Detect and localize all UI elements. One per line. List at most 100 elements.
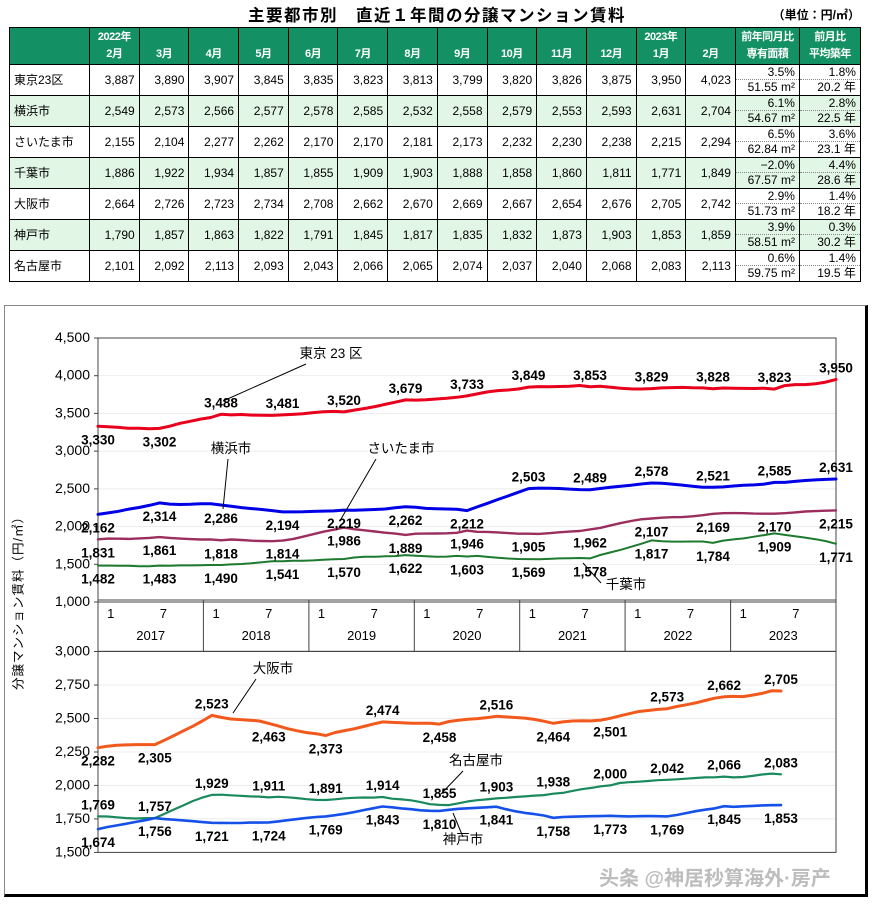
svg-text:1,817: 1,817 xyxy=(635,546,669,561)
svg-text:2,705: 2,705 xyxy=(764,672,798,687)
svg-text:1,622: 1,622 xyxy=(389,561,423,576)
svg-text:1,861: 1,861 xyxy=(143,543,177,558)
svg-text:1,773: 1,773 xyxy=(593,822,627,837)
svg-text:1,758: 1,758 xyxy=(536,824,570,839)
svg-text:7: 7 xyxy=(581,606,588,621)
svg-text:1,962: 1,962 xyxy=(573,535,607,550)
svg-text:2,662: 2,662 xyxy=(707,678,741,693)
svg-text:大阪市: 大阪市 xyxy=(253,661,294,676)
svg-text:1: 1 xyxy=(529,606,536,621)
svg-text:2,585: 2,585 xyxy=(758,463,792,478)
svg-text:2,458: 2,458 xyxy=(423,730,457,745)
svg-text:2,521: 2,521 xyxy=(696,468,730,483)
svg-text:2023: 2023 xyxy=(769,628,798,643)
svg-text:7: 7 xyxy=(160,606,167,621)
svg-text:2021: 2021 xyxy=(558,628,587,643)
svg-text:1,891: 1,891 xyxy=(309,781,343,796)
svg-text:2,489: 2,489 xyxy=(573,471,607,486)
svg-text:2,750: 2,750 xyxy=(55,676,90,692)
svg-text:2,042: 2,042 xyxy=(650,761,684,776)
svg-text:1,771: 1,771 xyxy=(819,550,853,565)
svg-text:1,818: 1,818 xyxy=(204,546,238,561)
svg-text:1,000: 1,000 xyxy=(55,593,90,609)
svg-text:3,828: 3,828 xyxy=(696,370,730,385)
svg-text:3,000: 3,000 xyxy=(55,643,90,659)
svg-text:さいたま市: さいたま市 xyxy=(367,441,434,456)
svg-text:2,373: 2,373 xyxy=(309,742,343,757)
svg-text:3,950: 3,950 xyxy=(819,361,853,376)
svg-text:1,674: 1,674 xyxy=(81,835,115,850)
svg-text:2,083: 2,083 xyxy=(764,755,798,770)
svg-text:1,757: 1,757 xyxy=(138,799,172,814)
svg-text:2,578: 2,578 xyxy=(635,464,669,479)
svg-text:2,516: 2,516 xyxy=(480,697,514,712)
svg-text:名古屋市: 名古屋市 xyxy=(449,753,503,768)
svg-text:头条 @神居秒算海外·房产: 头条 @神居秒算海外·房产 xyxy=(599,867,831,890)
svg-text:2018: 2018 xyxy=(242,628,271,643)
svg-text:1,810: 1,810 xyxy=(423,817,457,832)
svg-text:東京 23 区: 東京 23 区 xyxy=(299,346,362,361)
svg-text:1,903: 1,903 xyxy=(480,779,514,794)
svg-text:2,000: 2,000 xyxy=(593,766,627,781)
svg-text:2,500: 2,500 xyxy=(55,480,90,496)
svg-text:1,831: 1,831 xyxy=(81,545,115,560)
svg-text:3,823: 3,823 xyxy=(758,370,792,385)
svg-text:2,000: 2,000 xyxy=(55,776,90,792)
svg-text:7: 7 xyxy=(265,606,272,621)
svg-text:1,482: 1,482 xyxy=(81,572,115,587)
svg-text:7: 7 xyxy=(687,606,694,621)
svg-text:1: 1 xyxy=(212,606,219,621)
svg-text:2,169: 2,169 xyxy=(696,520,730,535)
svg-text:3,500: 3,500 xyxy=(55,404,90,420)
svg-text:1,843: 1,843 xyxy=(366,813,400,828)
svg-text:7: 7 xyxy=(371,606,378,621)
svg-text:3,849: 3,849 xyxy=(512,368,546,383)
svg-text:1,986: 1,986 xyxy=(327,534,361,549)
svg-text:1,569: 1,569 xyxy=(512,565,546,580)
svg-text:1,946: 1,946 xyxy=(450,537,484,552)
svg-text:1,603: 1,603 xyxy=(450,563,484,578)
svg-text:1,769: 1,769 xyxy=(309,822,343,837)
svg-text:1,853: 1,853 xyxy=(764,811,798,826)
svg-text:1,855: 1,855 xyxy=(423,786,457,801)
svg-text:2,170: 2,170 xyxy=(758,520,792,535)
svg-text:7: 7 xyxy=(476,606,483,621)
svg-text:2,474: 2,474 xyxy=(366,703,400,718)
svg-text:横浜市: 横浜市 xyxy=(211,441,252,456)
svg-text:1,911: 1,911 xyxy=(252,778,286,793)
svg-text:1,570: 1,570 xyxy=(327,565,361,580)
svg-text:3,520: 3,520 xyxy=(327,393,361,408)
svg-text:2019: 2019 xyxy=(347,628,376,643)
svg-text:2,631: 2,631 xyxy=(819,460,853,475)
svg-text:4,000: 4,000 xyxy=(55,367,90,383)
svg-text:2,219: 2,219 xyxy=(327,516,361,531)
svg-text:3,679: 3,679 xyxy=(389,381,423,396)
svg-text:3,829: 3,829 xyxy=(635,370,669,385)
svg-text:3,330: 3,330 xyxy=(81,432,115,447)
svg-text:3,853: 3,853 xyxy=(573,368,607,383)
svg-text:2,107: 2,107 xyxy=(635,525,669,540)
svg-text:2020: 2020 xyxy=(453,628,482,643)
svg-text:1: 1 xyxy=(423,606,430,621)
svg-text:1,905: 1,905 xyxy=(512,540,546,555)
svg-text:神戸市: 神戸市 xyxy=(443,832,484,847)
svg-text:2,305: 2,305 xyxy=(138,751,172,766)
svg-text:1,841: 1,841 xyxy=(480,813,514,828)
svg-text:1,541: 1,541 xyxy=(266,567,300,582)
svg-text:1,938: 1,938 xyxy=(536,775,570,790)
svg-text:1,845: 1,845 xyxy=(707,812,741,827)
svg-text:7: 7 xyxy=(792,606,799,621)
svg-text:1,769: 1,769 xyxy=(81,797,115,812)
svg-text:2,262: 2,262 xyxy=(389,513,423,528)
svg-text:1,483: 1,483 xyxy=(143,572,177,587)
svg-text:2,463: 2,463 xyxy=(252,729,286,744)
svg-text:1,784: 1,784 xyxy=(696,549,730,564)
svg-text:2,066: 2,066 xyxy=(707,758,741,773)
svg-text:1: 1 xyxy=(740,606,747,621)
svg-text:2,215: 2,215 xyxy=(819,516,853,531)
svg-text:2017: 2017 xyxy=(136,628,165,643)
svg-text:2,212: 2,212 xyxy=(450,517,484,532)
svg-text:2,194: 2,194 xyxy=(266,518,300,533)
svg-text:2,286: 2,286 xyxy=(204,511,238,526)
svg-text:2,500: 2,500 xyxy=(55,710,90,726)
